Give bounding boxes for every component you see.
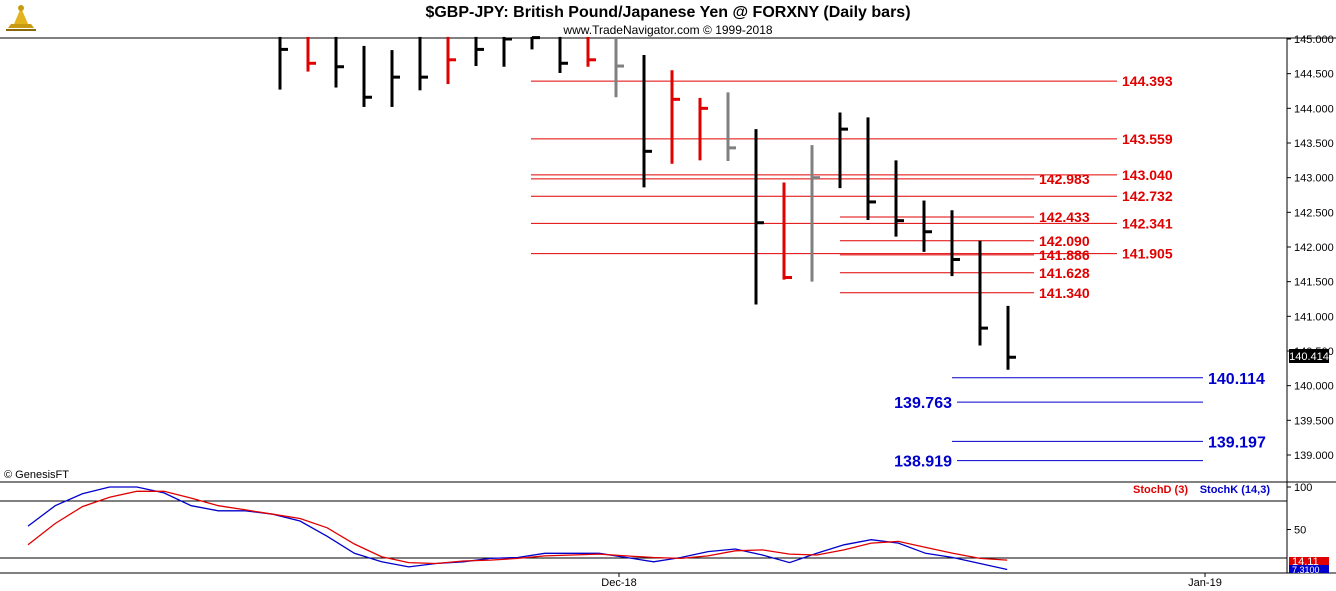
price-bar: [474, 36, 484, 67]
resistance-label: 141.340: [1039, 285, 1090, 301]
x-label-jan: Jan-19: [1188, 577, 1222, 589]
resistance-label: 142.341: [1122, 215, 1173, 231]
price-bar: [558, 36, 568, 73]
price-bar: [1006, 305, 1016, 370]
price-tick-label: 143.500: [1294, 138, 1334, 150]
last-price-badge: 140.414: [1289, 349, 1329, 363]
x-label-dec: Dec-18: [601, 577, 636, 589]
last-price-value: 140.414: [1289, 351, 1329, 363]
resistance-label: 142.983: [1039, 171, 1090, 187]
stoch-tick-label: 50: [1294, 525, 1306, 537]
stoch-tick-label: 100: [1294, 482, 1312, 494]
support-label: 139.763: [894, 395, 952, 412]
resistance-label: 144.393: [1122, 73, 1173, 89]
resistance-label: 143.040: [1122, 167, 1173, 183]
stoch-d-label: StochD (3): [1133, 484, 1188, 496]
price-bar: [334, 36, 344, 88]
price-tick-label: 143.000: [1294, 173, 1334, 185]
app-logo-icon: [6, 5, 36, 31]
price-bar: [446, 36, 456, 85]
resistance-label: 142.433: [1039, 209, 1090, 225]
copyright-text: www.TradeNavigator.com © 1999-2018: [562, 23, 772, 37]
price-tick-label: 139.500: [1294, 415, 1334, 427]
price-bar: [306, 36, 316, 72]
support-label: 140.114: [1208, 371, 1265, 388]
price-bar: [502, 36, 512, 67]
price-bar: [530, 36, 540, 50]
resistance-label: 141.886: [1039, 247, 1090, 263]
resistance-label: 142.732: [1122, 188, 1173, 204]
price-bar: [390, 50, 400, 107]
stoch-d-line: [27, 490, 1008, 565]
price-tick-label: 141.500: [1294, 277, 1334, 289]
price-bar: [642, 54, 652, 188]
price-tick-label: 139.000: [1294, 450, 1334, 462]
price-bar: [418, 36, 428, 91]
price-bar: [866, 117, 876, 220]
price-bar: [950, 210, 960, 277]
price-tick-label: 142.000: [1294, 242, 1334, 254]
price-bar: [586, 36, 596, 67]
price-bar: [922, 200, 932, 252]
price-bar: [754, 129, 764, 305]
price-tick-label: 144.000: [1294, 103, 1334, 115]
price-bar: [278, 36, 288, 90]
support-label: 139.197: [1208, 434, 1266, 451]
price-tick-label: 144.500: [1294, 69, 1334, 81]
price-bar: [810, 145, 820, 282]
price-bar: [670, 70, 680, 164]
stoch-lines: [27, 486, 1008, 571]
price-bar: [362, 45, 372, 107]
stoch-last-badges: 14.11 7.3100: [1289, 556, 1329, 575]
resistance-label: 142.090: [1039, 233, 1090, 249]
price-tick-label: 142.500: [1294, 207, 1334, 219]
price-bar: [894, 160, 904, 237]
price-bar: [698, 97, 708, 161]
price-tick-label: 140.000: [1294, 381, 1334, 393]
resistance-label: 141.905: [1122, 246, 1173, 262]
level-lines: 144.393 143.559 143.040 142.983 142.732 142.4…: [531, 73, 1266, 471]
price-bar: [614, 36, 624, 98]
price-bars: [278, 36, 1016, 370]
price-tick-label: 141.000: [1294, 311, 1334, 323]
price-bar: [782, 182, 792, 280]
stoch-k-line: [27, 486, 1008, 571]
price-bar: [726, 92, 736, 162]
price-tick-label: 145.000: [1294, 34, 1334, 46]
price-bar: [838, 112, 848, 189]
stoch-k-last-value: 7.3100: [1292, 565, 1320, 575]
price-axis: 145.000 144.500 144.000 143.500 143.000 142.5…: [1287, 34, 1334, 462]
resistance-label: 143.559: [1122, 131, 1173, 147]
resistance-label: 141.628: [1039, 265, 1090, 281]
stoch-k-label: StochK (14,3): [1200, 484, 1271, 496]
chart-title: $GBP-JPY: British Pound/Japanese Yen @ F…: [425, 4, 910, 21]
stoch-axis: 100 50: [1287, 482, 1312, 537]
genesis-copyright: © GenesisFT: [4, 469, 69, 481]
support-label: 138.919: [894, 454, 952, 471]
price-bar: [978, 240, 988, 346]
